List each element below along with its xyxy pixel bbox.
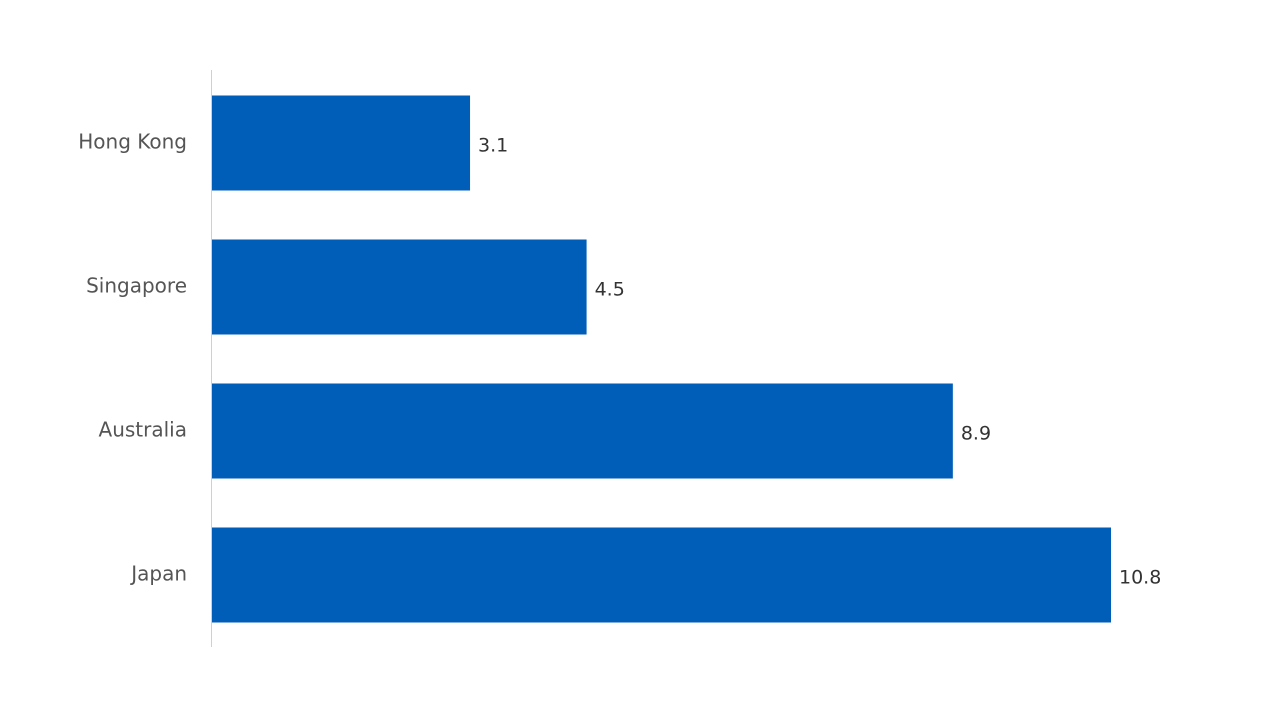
category-label: Australia [99,418,187,442]
bar [212,239,587,335]
category-label: Hong Kong [78,130,187,154]
value-label: 4.5 [595,279,625,301]
value-label: 10.8 [1119,567,1161,589]
bar [212,383,953,479]
value-label: 8.9 [961,423,991,445]
value-label: 3.1 [478,135,508,157]
category-label: Singapore [86,274,187,298]
category-label: Japan [129,562,187,586]
bar [212,95,471,191]
bar [212,527,1111,623]
